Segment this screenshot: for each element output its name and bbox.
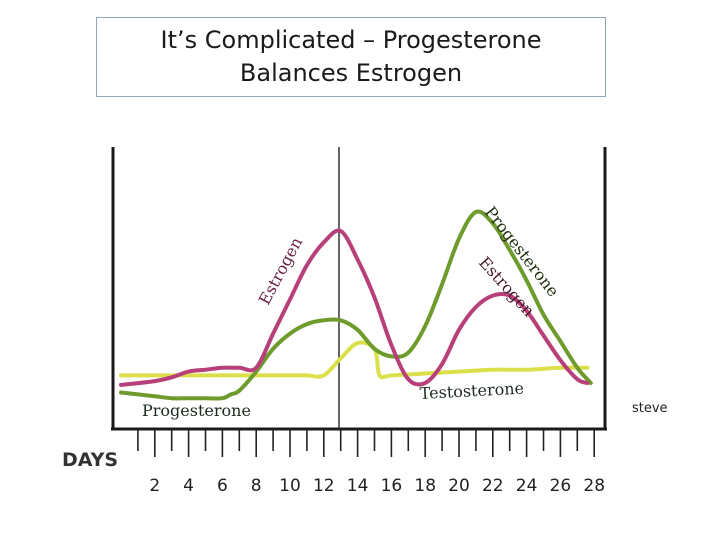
x-tick-label-20: 20 [448, 476, 470, 496]
x-tick-label-2: 2 [149, 476, 160, 496]
x-tick-label-28: 28 [583, 476, 605, 496]
x-tick-label-22: 22 [482, 476, 504, 496]
slide-title-box: It’s Complicated – Progesterone Balances… [96, 17, 606, 97]
series-line-progesterone [119, 209, 593, 401]
series-line-estrogen [119, 228, 590, 387]
x-axis-ticks [137, 430, 596, 457]
x-tick-label-10: 10 [279, 476, 301, 496]
x-tick-label-16: 16 [381, 476, 403, 496]
x-tick-label-18: 18 [414, 476, 436, 496]
x-tick-label-14: 14 [347, 476, 369, 496]
slide-title-line2: Balances Estrogen [239, 59, 463, 87]
slide-title-line1: It’s Complicated – Progesterone [160, 26, 542, 54]
x-tick-label-12: 12 [313, 476, 335, 496]
series-label-progesterone-lower: Progesterone [142, 401, 251, 420]
x-tick-label-4: 4 [183, 476, 194, 496]
chart-axes [111, 147, 607, 431]
chart-series [119, 209, 593, 401]
x-tick-label-6: 6 [217, 476, 228, 496]
series-label-estrogen: Estrogen [255, 234, 306, 308]
series-label-testosterone: Testosterone [419, 379, 524, 403]
x-axis-tick-labels: 2 4 6 8 10 12 14 16 18 20 22 24 26 28 [149, 476, 605, 496]
x-tick-label-24: 24 [516, 476, 538, 496]
x-tick-label-8: 8 [251, 476, 262, 496]
x-tick-label-26: 26 [550, 476, 572, 496]
side-note: steve [632, 401, 668, 416]
x-axis-title: DAYS [62, 449, 118, 471]
chart-series-labels: Estrogen ProgesteroneTestosteroneProgeste… [142, 203, 563, 420]
